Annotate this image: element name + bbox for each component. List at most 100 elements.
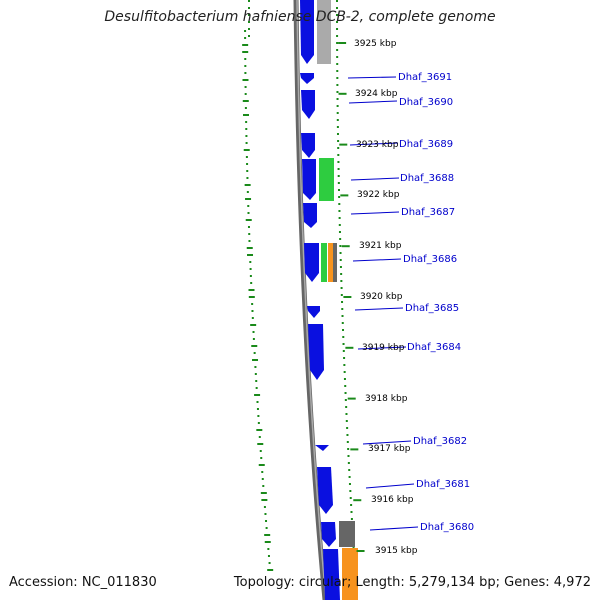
gc-dot [250, 282, 253, 284]
gc-dot [264, 541, 271, 543]
gene-feature[interactable] [319, 158, 334, 201]
gene-label-dhaf-3685[interactable]: Dhaf_3685 [405, 303, 459, 314]
gc-dot [245, 121, 248, 123]
gc-dot [343, 371, 346, 373]
gc-dot [244, 65, 247, 67]
gc-dot [346, 441, 349, 443]
gene-label-dhaf-3691[interactable]: Dhaf_3691 [398, 72, 452, 83]
kbp-label: 3925 kbp [354, 39, 397, 49]
gene-feature[interactable] [301, 90, 315, 119]
gene-feature[interactable] [339, 521, 355, 547]
gc-dot [244, 86, 247, 88]
gc-dot [245, 128, 248, 130]
gc-dot [345, 406, 348, 408]
gc-dot [242, 79, 249, 81]
gene-label-dhaf-3686[interactable]: Dhaf_3686 [403, 254, 457, 265]
gc-dot [337, 147, 340, 149]
gc-dot [336, 21, 339, 23]
gc-dot [336, 105, 339, 107]
gene-label-dhaf-3687[interactable]: Dhaf_3687 [401, 207, 455, 218]
gc-dot [349, 497, 352, 499]
gc-dot [336, 70, 339, 72]
gc-dot [346, 434, 349, 436]
gene-feature[interactable] [307, 306, 320, 318]
gc-dot [347, 462, 350, 464]
gc-dot [340, 273, 343, 275]
gene-label-dhaf-3682[interactable]: Dhaf_3682 [413, 436, 467, 447]
gc-dot [341, 301, 344, 303]
gene-feature[interactable] [308, 324, 324, 380]
gene-feature[interactable] [303, 203, 317, 228]
gc-dot [254, 366, 257, 368]
gene-feature[interactable] [333, 243, 337, 282]
gc-dot [245, 219, 252, 221]
gc-dot [249, 275, 252, 277]
gene-feature[interactable] [302, 159, 316, 200]
gc-dot [252, 359, 259, 361]
gc-dot [258, 436, 261, 438]
gene-feature[interactable] [315, 445, 329, 451]
genome-stats-text: Topology: circular; Length: 5,279,134 bp… [233, 575, 591, 590]
gc-dot [248, 233, 251, 235]
gene-feature[interactable] [321, 522, 336, 547]
gc-dot [350, 511, 353, 513]
kbp-label: 3916 kbp [371, 495, 414, 505]
gc-dot [267, 569, 274, 571]
gc-dot [245, 198, 252, 200]
gc-dot [244, 107, 247, 109]
gc-dot [246, 170, 249, 172]
gene-feature[interactable] [301, 133, 315, 158]
gene-feature[interactable] [328, 243, 333, 282]
gene-label-dhaf-3680[interactable]: Dhaf_3680 [420, 522, 474, 533]
gc-dot [243, 149, 250, 151]
gc-dot [246, 191, 249, 193]
gc-dot [337, 189, 340, 191]
gc-dot [336, 35, 339, 37]
genome-title: Desulfitobacterium hafniense DCB-2, comp… [104, 9, 496, 25]
gene-feature[interactable] [300, 73, 314, 84]
gene-feature[interactable] [304, 243, 319, 282]
gc-dot [336, 28, 339, 30]
gene-feature[interactable] [300, 0, 314, 64]
gene-label-dhaf-3689[interactable]: Dhaf_3689 [399, 139, 453, 150]
gc-dot [339, 245, 342, 247]
gc-dot [339, 252, 342, 254]
gene-feature[interactable] [342, 548, 358, 600]
gc-dot [268, 562, 271, 564]
gc-dot [255, 380, 258, 382]
gc-dot [250, 324, 257, 326]
gc-dot [256, 408, 259, 410]
gc-dot [261, 499, 268, 501]
gc-dot [248, 0, 250, 2]
gc-dot [337, 182, 340, 184]
gc-dot [252, 338, 255, 340]
gc-dot [336, 98, 339, 100]
gc-dot [255, 387, 258, 389]
kbp-label: 3921 kbp [359, 241, 402, 251]
gc-dot [338, 203, 341, 205]
gc-dot [336, 133, 339, 135]
gc-dot [252, 331, 255, 333]
gc-dot [265, 527, 268, 529]
gene-label-dhaf-3681[interactable]: Dhaf_3681 [416, 479, 470, 490]
gc-dot [345, 413, 348, 415]
gc-dot [338, 210, 341, 212]
gc-dot [348, 469, 351, 471]
gc-dot [336, 84, 339, 86]
gc-dot [341, 315, 344, 317]
gc-dot [336, 0, 338, 2]
gene-label-dhaf-3684[interactable]: Dhaf_3684 [407, 342, 461, 353]
gc-dot [338, 231, 341, 233]
gc-dot [257, 422, 260, 424]
gene-feature[interactable] [317, 467, 333, 514]
gene-feature[interactable] [317, 0, 331, 64]
gc-dot [336, 112, 339, 114]
gene-label-dhaf-3690[interactable]: Dhaf_3690 [399, 97, 453, 108]
accession-text: Accession: NC_011830 [9, 575, 157, 590]
gc-dot [254, 394, 261, 396]
gene-label-dhaf-3688[interactable]: Dhaf_3688 [400, 173, 454, 184]
gc-dot [336, 14, 339, 16]
gene-feature[interactable] [323, 549, 340, 600]
gc-dot [248, 240, 251, 242]
gene-feature[interactable] [321, 243, 327, 282]
